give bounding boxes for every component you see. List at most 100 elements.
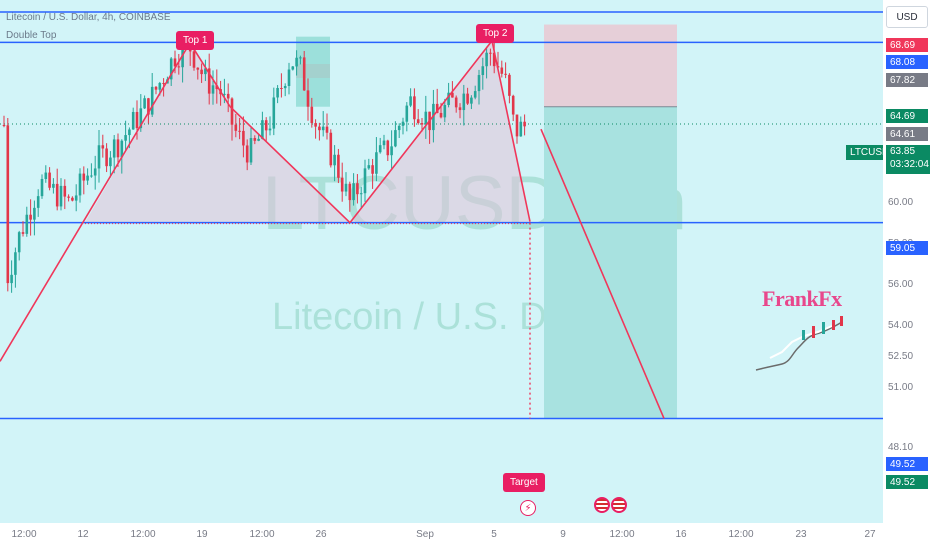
time-tick: Sep [416,529,434,540]
price-label: 64.69 [886,109,928,123]
chart-title: Litecoin / U.S. Dollar, 4h, COINBASE [6,12,171,23]
candle-body [473,91,477,98]
price-tick: 52.50 [888,351,914,363]
candle-body [276,87,279,98]
candle-body [504,73,507,75]
target-zone [544,106,677,419]
candle-body [519,121,523,137]
candle-body [439,112,443,118]
candle-body [477,75,481,92]
candle-body [59,185,63,207]
price-label: 49.52 [886,475,928,489]
candle-body [207,68,211,94]
candle-body [291,66,295,70]
candle-body [314,123,317,127]
projection-line [540,128,665,419]
double-top-fill [85,40,530,223]
candle-body [451,92,454,98]
double-top-line-0 [0,42,191,362]
candle-body [363,168,367,194]
candle-body [458,107,462,111]
candle-body [143,98,146,109]
candle-body [14,252,17,275]
candle-body [93,168,97,176]
price-tick: 51.00 [888,382,914,394]
candle-body [67,196,70,198]
us-flag-event-icon[interactable] [594,497,610,513]
price-label: 59.05 [886,241,928,255]
candle-body [44,172,48,179]
candle-body [200,69,203,75]
time-tick: 12 [77,529,89,540]
candle-body [71,197,74,201]
candle-body [306,90,310,107]
candle-body [74,195,78,201]
candle-body [375,152,378,174]
candle-body [230,98,234,125]
time-tick: 27 [864,529,876,540]
candle-body [386,140,390,156]
candle-body [131,111,135,130]
candle-body [109,157,112,167]
candle-body [321,126,325,131]
candle-body [10,274,13,284]
candle-body [409,96,412,106]
candle-body [6,125,10,284]
candle-body [242,130,245,146]
time-axis[interactable]: 12:00 12 12:00 19 12:00 26 Sep 5 9 12:00 16 12:00 23… [0,523,883,550]
logo-mini-chart-icon [755,316,843,371]
time-tick: 23 [795,529,807,540]
plot-area[interactable]: LTCUSD, 4h Litecoin / U.S. Dollar Liteco… [0,0,894,523]
us-flag-event-icon[interactable] [611,497,627,513]
time-tick: 26 [315,529,327,540]
candle-body [150,86,154,115]
candle-body [340,177,344,192]
price-tick: 54.00 [888,320,914,332]
currency-button[interactable]: USD [886,6,928,28]
candle-body [515,114,519,137]
candle-body [367,165,371,169]
candle-body [238,130,241,132]
time-tick: 12:00 [130,529,156,540]
candle-body [86,175,89,181]
symbol-tag: LTCUSD [846,145,894,160]
candle-body [154,86,158,90]
candle-body [196,67,200,70]
last-price-countdown: 03:32:04 [890,159,929,170]
candle-body [485,52,488,67]
candle-body [21,232,25,234]
time-tick: 12:00 [11,529,37,540]
candle-body [337,154,340,178]
candle-body [424,111,428,125]
candle-body [177,66,181,68]
candle-body [295,57,298,67]
candle-body [447,92,450,105]
candle-body [63,185,67,197]
candle-body [257,138,260,141]
double-top-line-2 [229,105,351,224]
candle-body [234,124,238,131]
candle-body [105,148,108,167]
price-tick: 48.10 [888,441,914,453]
candle-body [33,207,36,220]
candle-body [371,165,374,174]
candle-body [454,97,458,108]
candle-body [344,183,348,192]
candle-body [310,106,314,124]
candle-body [481,66,485,76]
candle-body [356,183,359,195]
candle-body [511,95,515,115]
event-lightning-icon[interactable]: ⚡ [520,500,536,516]
candle-body [78,173,82,196]
candle-body [272,97,276,129]
candle-body [192,51,196,68]
candle-body [413,96,416,120]
candle-body [158,82,162,90]
time-tick: 12:00 [728,529,754,540]
price-chart-svg[interactable] [0,0,883,523]
candle-body [382,140,386,146]
candle-body [508,74,511,96]
candle-body [405,105,409,122]
highlight-box [296,36,330,107]
